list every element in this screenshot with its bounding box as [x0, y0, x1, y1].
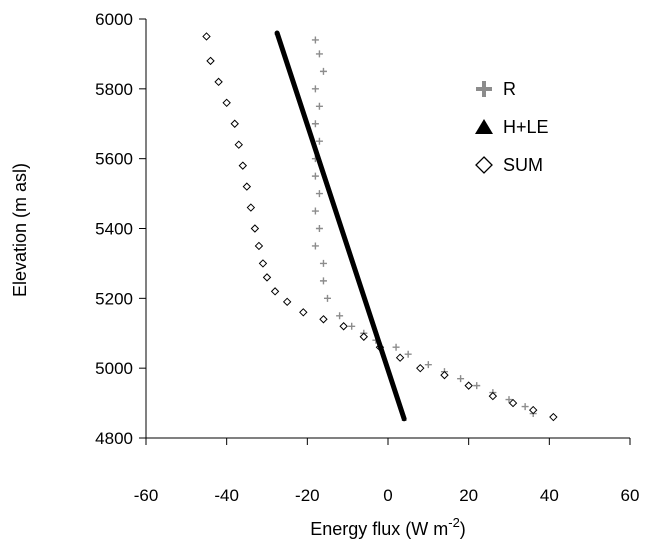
y-tick-label: 4800 — [95, 429, 133, 448]
point-SUM — [528, 405, 538, 415]
point-SUM — [440, 370, 449, 380]
point-SUM — [238, 161, 248, 170]
point-R — [348, 322, 356, 330]
point-H+LE — [401, 416, 407, 421]
point-SUM — [339, 322, 348, 331]
point-SUM — [270, 287, 280, 296]
point-SUM — [359, 332, 369, 341]
legend-item-H+LE: H+LE — [475, 117, 549, 137]
point-R — [315, 50, 323, 58]
point-SUM — [395, 353, 405, 362]
point-SUM — [262, 273, 272, 282]
y-tick-label: 5800 — [95, 80, 133, 99]
plot-area — [202, 30, 558, 422]
point-R — [319, 67, 327, 75]
x-tick-label: -20 — [295, 486, 320, 505]
point-R — [315, 137, 323, 145]
point-R — [311, 36, 319, 44]
point-R — [315, 190, 323, 198]
point-SUM — [246, 203, 256, 212]
point-SUM — [234, 140, 243, 149]
point-R — [404, 350, 412, 358]
point-SUM — [202, 32, 211, 41]
point-SUM — [214, 77, 223, 87]
point-SUM — [282, 297, 292, 307]
point-R — [311, 120, 319, 128]
x-axis-label-superscript: -2 — [448, 515, 460, 530]
legend-marker-H+LE — [475, 119, 493, 134]
y-tick-label: 5600 — [95, 150, 133, 169]
point-R — [319, 277, 327, 285]
point-SUM — [242, 182, 252, 191]
legend-label-R: R — [503, 79, 516, 99]
legend-item-SUM: SUM — [475, 155, 543, 175]
legend: R H+LE SUM — [475, 79, 549, 175]
point-R — [315, 102, 323, 110]
point-SUM — [254, 241, 264, 251]
point-R — [392, 343, 400, 351]
legend-marker-R — [476, 81, 492, 97]
point-R — [505, 396, 513, 404]
point-SUM — [250, 224, 260, 233]
point-R — [336, 312, 344, 320]
point-SUM — [230, 119, 239, 128]
x-tick-label: 60 — [621, 486, 640, 505]
point-R — [521, 403, 529, 411]
point-SUM — [508, 398, 518, 408]
point-SUM — [222, 98, 231, 108]
series-H+LE — [274, 30, 407, 422]
point-SUM — [258, 259, 268, 268]
legend-marker-SUM — [475, 156, 493, 174]
axes: -60 -40 -20 0 20 40 60 4800 5000 5200 5400 5600 5800… — [95, 10, 639, 505]
point-R — [324, 294, 331, 302]
point-H+LE — [274, 30, 280, 35]
legend-label-SUM: SUM — [503, 155, 543, 175]
x-tick-label: -60 — [134, 486, 159, 505]
line-H+LE — [274, 30, 407, 422]
x-axis-label: Energy flux (W m-2) — [310, 515, 466, 539]
point-SUM — [464, 381, 473, 390]
point-R — [311, 242, 319, 250]
point-R — [315, 225, 323, 232]
y-tick-label: 5200 — [95, 289, 133, 308]
point-SUM — [549, 412, 558, 422]
point-R — [311, 207, 319, 215]
y-tick-label: 6000 — [95, 10, 133, 29]
x-tick-label: 0 — [383, 486, 392, 505]
point-SUM — [488, 391, 498, 401]
legend-item-R: R — [476, 79, 516, 99]
point-SUM — [206, 56, 215, 66]
y-tick-label: 5400 — [95, 220, 133, 239]
legend-label-H+LE: H+LE — [503, 117, 549, 137]
x-tick-label: 40 — [540, 486, 559, 505]
x-axis-label-main: Energy flux (W m — [310, 519, 448, 539]
point-SUM — [299, 308, 308, 317]
x-tick-label: -40 — [214, 486, 239, 505]
y-axis-label: Elevation (m asl) — [10, 163, 30, 297]
point-R — [457, 375, 465, 383]
point-R — [311, 85, 319, 93]
point-R — [311, 172, 319, 180]
y-tick-label: 5000 — [95, 359, 133, 378]
point-R — [473, 382, 481, 390]
x-tick-label: 20 — [459, 486, 478, 505]
x-axis-label-end: ) — [460, 519, 466, 539]
point-SUM — [416, 363, 425, 373]
point-SUM — [319, 315, 328, 324]
point-R — [319, 259, 327, 267]
point-R — [424, 361, 432, 369]
